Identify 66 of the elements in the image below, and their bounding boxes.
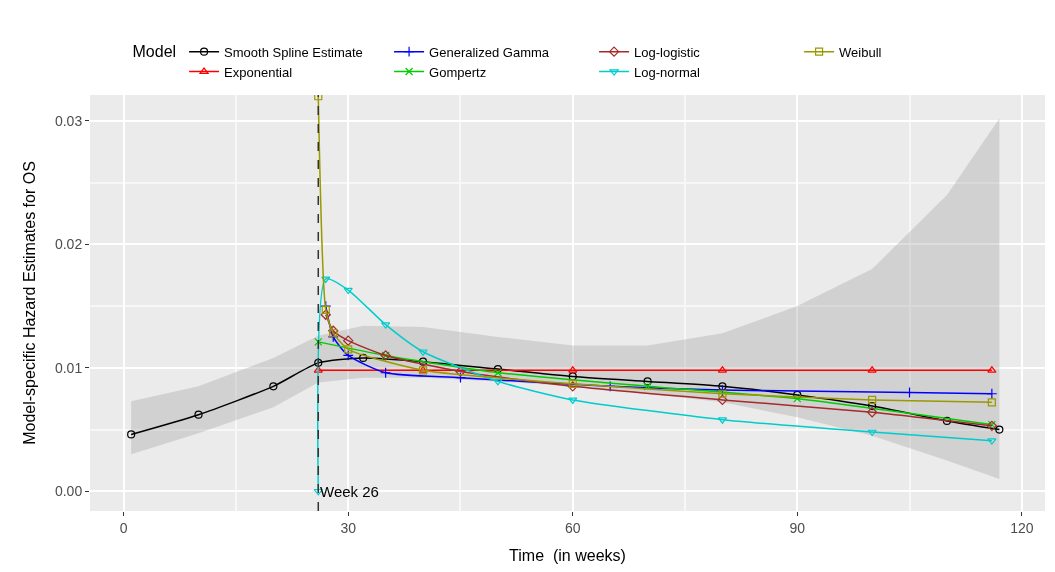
point: [942, 416, 952, 425]
point: [866, 407, 878, 418]
legend-title: Model: [132, 43, 177, 61]
point: [643, 382, 652, 391]
point: [380, 367, 392, 379]
point: [313, 366, 323, 373]
point: [868, 395, 877, 404]
y-tick-label: 0.01: [54, 359, 83, 376]
point: [314, 358, 323, 367]
legend-label: Generalized Gamma: [429, 44, 550, 60]
point: [987, 398, 996, 407]
point: [493, 364, 502, 374]
point: [359, 353, 368, 363]
point: [987, 438, 997, 445]
x-tick-label: 60: [564, 519, 581, 536]
point: [717, 394, 728, 406]
point: [995, 425, 1004, 434]
x-tick-label: 90: [789, 519, 806, 536]
legend-label: Exponential: [224, 64, 293, 80]
y-axis-title: Model-specific Hazard Estimates for OS: [20, 161, 38, 445]
x-tick-label: 30: [340, 519, 357, 536]
point: [493, 379, 503, 386]
x-axis-title: Time (in weeks): [509, 547, 626, 565]
point: [793, 394, 802, 403]
point: [344, 345, 353, 354]
point: [321, 305, 330, 314]
legend-label: Log-logistic: [634, 44, 701, 60]
x-tick-label: 120: [1010, 519, 1034, 536]
point: [455, 366, 466, 377]
point: [454, 372, 466, 384]
legend-label: Log-normal: [634, 64, 700, 80]
point: [867, 366, 877, 373]
ref-line-label: Week 26: [320, 483, 379, 500]
point: [568, 366, 578, 373]
point: [868, 401, 877, 411]
point: [343, 287, 353, 295]
point: [987, 366, 997, 373]
point: [269, 382, 278, 391]
legend-label: Weibull: [839, 44, 882, 60]
point: [194, 410, 203, 419]
point: [568, 379, 577, 388]
legend-label: Smooth Spline Estimate: [224, 44, 363, 60]
point: [568, 397, 578, 404]
y-tick-label: 0.00: [54, 483, 83, 500]
point: [320, 309, 331, 320]
point: [342, 349, 354, 361]
point: [127, 430, 136, 439]
point: [568, 372, 577, 381]
legend-label: Gompertz: [429, 64, 487, 80]
point: [418, 357, 428, 366]
point: [343, 335, 354, 346]
point: [718, 382, 727, 391]
point: [643, 377, 652, 386]
point: [314, 337, 323, 346]
point: [493, 368, 502, 377]
point: [986, 388, 998, 400]
point: [867, 429, 877, 437]
point: [718, 389, 727, 398]
y-tick-label: 0.03: [54, 112, 83, 129]
point: [418, 349, 428, 356]
y-tick-label: 0.02: [54, 236, 83, 253]
x-tick-label: 0: [119, 519, 128, 536]
point: [567, 381, 578, 392]
point: [321, 276, 331, 284]
point: [329, 329, 338, 338]
point: [328, 325, 339, 336]
